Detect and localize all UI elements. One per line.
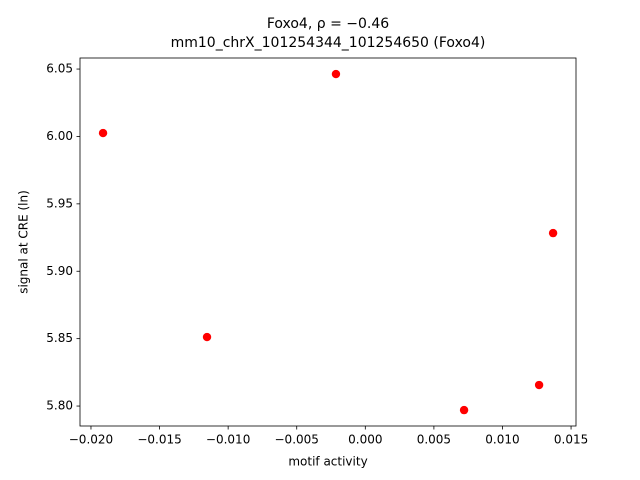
plot-frame	[79, 57, 577, 427]
x-tick-label: −0.020	[69, 433, 113, 447]
y-tick-label: 5.90	[46, 264, 73, 278]
data-point	[202, 332, 212, 342]
data-point	[98, 128, 108, 138]
x-tick-label: −0.005	[275, 433, 319, 447]
x-tick-label: 0.010	[485, 433, 519, 447]
x-tick-label: 0.000	[348, 433, 382, 447]
x-tick-label: −0.015	[137, 433, 181, 447]
data-point	[534, 380, 544, 390]
x-axis-label: motif activity	[288, 455, 367, 469]
y-tick-label: 6.00	[46, 129, 73, 143]
x-tick-label: −0.010	[206, 433, 250, 447]
y-tick-label: 5.80	[46, 399, 73, 413]
x-tick-label: 0.005	[417, 433, 451, 447]
chart-subtitle: mm10_chrX_101254344_101254650 (Foxo4)	[171, 35, 486, 51]
x-tick-label: 0.015	[554, 433, 588, 447]
y-axis-label: signal at CRE (ln)	[17, 190, 31, 294]
data-point	[548, 228, 558, 238]
data-point	[459, 405, 469, 415]
chart-title: Foxo4, ρ = −0.46	[267, 16, 389, 32]
data-point	[331, 69, 341, 79]
y-tick-label: 5.85	[46, 331, 73, 345]
y-tick-label: 5.95	[46, 196, 73, 210]
y-tick-label: 6.05	[46, 62, 73, 76]
